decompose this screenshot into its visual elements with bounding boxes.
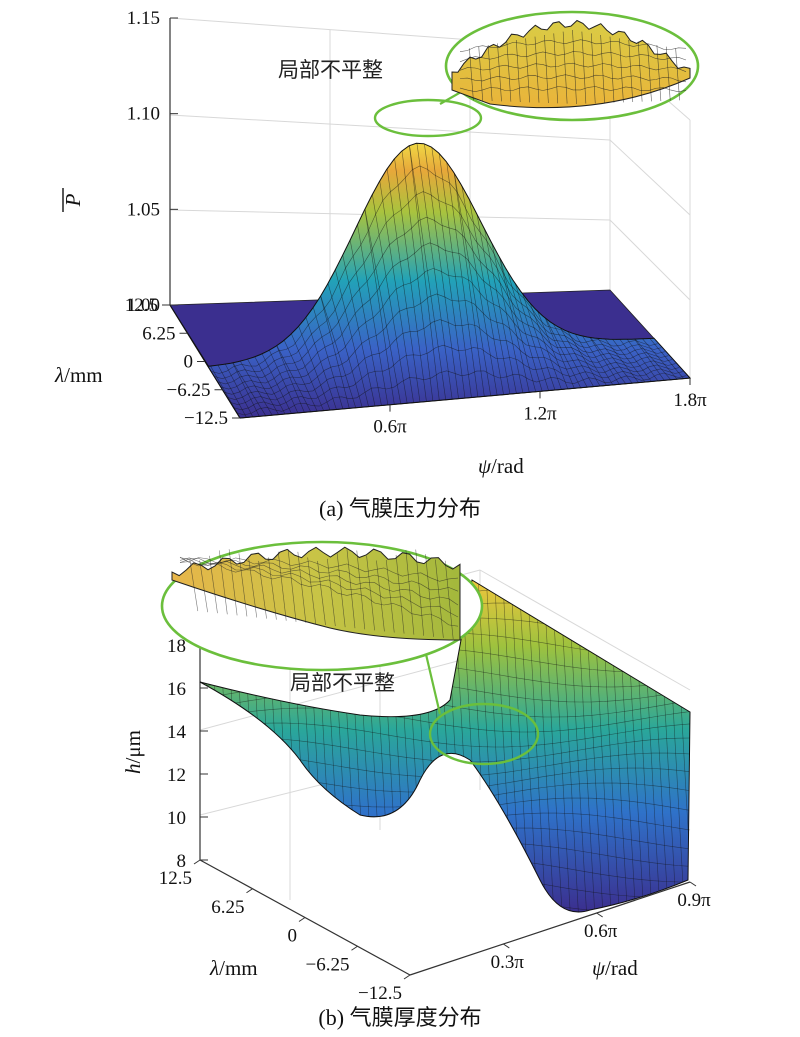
thickness-caption: (b) 气膜厚度分布 bbox=[318, 1005, 481, 1030]
pressure-z-tick-label: 1.10 bbox=[127, 104, 160, 125]
thickness-z-label: h/μm bbox=[121, 730, 145, 774]
thickness-z-ticks: 8 10 12 14 16 18 bbox=[167, 636, 208, 872]
thickness-y-tick-label: 12.5 bbox=[159, 868, 192, 889]
thickness-surface bbox=[199, 579, 691, 913]
thickness-z-tick-label: 14 bbox=[167, 722, 187, 743]
thickness-y-label: λ/mm bbox=[209, 956, 258, 980]
thickness-y-ticks: 12.5 6.25 0 −6.25 −12.5 bbox=[159, 859, 411, 1004]
pressure-y-ticks: 12.5 6.25 0 −6.25 −12.5 bbox=[125, 295, 240, 429]
pressure-x-ticks: 0.6π 1.2π 1.8π bbox=[373, 378, 707, 438]
pressure-zoom-inset bbox=[444, 10, 700, 122]
thickness-x-tick-label: 0.6π bbox=[584, 921, 618, 942]
pressure-y-label: λ/mm bbox=[54, 363, 103, 387]
thickness-x-ticks: 0.3π 0.6π 0.9π bbox=[491, 881, 711, 973]
pressure-y-tick-label: −12.5 bbox=[184, 408, 228, 429]
pressure-highlight-ellipse bbox=[373, 98, 483, 138]
thickness-x-label: ψ/rad bbox=[592, 956, 638, 980]
thickness-z-tick-label: 10 bbox=[167, 808, 186, 829]
pressure-z-tick-label: 1.05 bbox=[127, 199, 160, 220]
thickness-x-tick-label: 0.9π bbox=[677, 890, 711, 911]
pressure-y-tick-label: 12.5 bbox=[125, 295, 158, 316]
pressure-x-tick-label: 1.8π bbox=[673, 390, 707, 411]
pressure-y-tick-label: 0 bbox=[184, 352, 194, 373]
pressure-z-ticks: 1.00 1.05 1.10 1.15 bbox=[127, 8, 178, 316]
pressure-z-tick-label: 1.00 bbox=[127, 295, 160, 316]
pressure-mesh bbox=[208, 143, 690, 419]
thickness-annotation: 局部不平整 bbox=[290, 671, 395, 695]
thickness-highlight-ellipse bbox=[428, 702, 540, 766]
thickness-x-tick-label: 0.3π bbox=[491, 952, 525, 973]
thickness-z-tick-label: 12 bbox=[167, 765, 186, 786]
pressure-annotation: 局部不平整 bbox=[278, 58, 383, 82]
thickness-zoom-inset bbox=[160, 540, 484, 672]
pressure-y-tick-label: 6.25 bbox=[142, 323, 175, 344]
thickness-chart: 8 10 12 14 16 18 h/μm 12.5 6.25 0 −6.25 −12.5 λ/m… bbox=[121, 540, 711, 1030]
thickness-y-tick-label: −12.5 bbox=[358, 983, 402, 1004]
thickness-y-tick-label: 6.25 bbox=[211, 897, 244, 918]
thickness-z-tick-label: 8 bbox=[177, 851, 187, 872]
thickness-y-tick-label: 0 bbox=[288, 926, 298, 947]
pressure-z-tick-label: 1.15 bbox=[127, 8, 160, 29]
pressure-chart: 1.00 1.05 1.10 1.15 P 12.5 6.25 0 −6.25 −12.5 λ… bbox=[54, 8, 707, 521]
pressure-y-tick-label: −6.25 bbox=[167, 380, 211, 401]
thickness-y-tick-label: −6.25 bbox=[306, 954, 350, 975]
thickness-z-tick-label: 18 bbox=[167, 636, 186, 657]
pressure-x-label: ψ/rad bbox=[478, 454, 524, 478]
pressure-caption: (a) 气膜压力分布 bbox=[319, 496, 481, 521]
thickness-z-tick-label: 16 bbox=[167, 679, 186, 700]
pressure-z-label: P bbox=[61, 193, 85, 207]
pressure-x-tick-label: 1.2π bbox=[523, 403, 557, 424]
pressure-x-tick-label: 0.6π bbox=[373, 417, 407, 438]
thickness-highlight-arrow bbox=[423, 649, 442, 715]
